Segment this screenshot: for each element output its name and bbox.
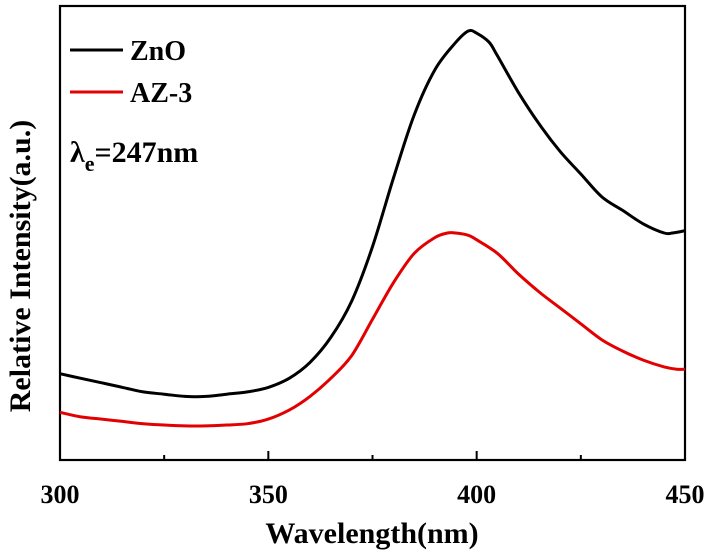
legend-label-zno: ZnO bbox=[130, 36, 186, 67]
y-axis-label: Relative Intensity(a.u.) bbox=[4, 120, 37, 412]
series-layer bbox=[59, 28, 686, 428]
x-tick-label: 400 bbox=[457, 480, 496, 509]
lambda-symbol: λ bbox=[70, 136, 85, 169]
legend: ZnO AZ-3 bbox=[70, 36, 192, 109]
x-axis-label: Wavelength(nm) bbox=[265, 517, 478, 550]
x-tick-label: 300 bbox=[41, 480, 80, 509]
excitation-annotation: λe=247nm bbox=[70, 136, 198, 176]
x-tick-labels: 300 350 400 450 bbox=[41, 480, 705, 509]
series-line-zno bbox=[59, 28, 686, 399]
x-tick-label: 450 bbox=[666, 480, 705, 509]
excitation-value: =247nm bbox=[95, 136, 199, 169]
legend-label-az3: AZ-3 bbox=[130, 78, 192, 109]
x-axis-ticks bbox=[59, 451, 686, 460]
series-line-az3 bbox=[59, 231, 686, 428]
x-tick-label: 350 bbox=[249, 480, 288, 509]
lambda-subscript: e bbox=[85, 151, 95, 176]
